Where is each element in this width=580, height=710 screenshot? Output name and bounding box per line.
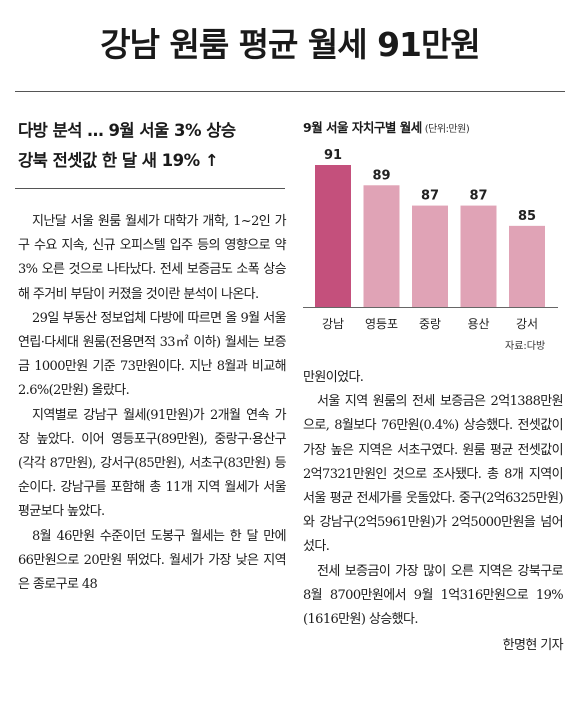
category-label: 강남 [322, 317, 344, 331]
value-label: 91 [324, 148, 342, 163]
headline-rule [15, 91, 565, 92]
subhead-rule [15, 188, 285, 189]
category-label: 영등포 [365, 317, 398, 331]
subheadline: 다방 분석 … 9월 서울 3% 상승 강북 전셋값 한 달 새 19% ↑ [18, 116, 288, 176]
subhead-line-2: 강북 전셋값 한 달 새 19% ↑ [18, 151, 219, 170]
paragraph: 전세 보증금이 가장 많이 오른 지역은 강북구로 8월 8700만원에서 9월… [303, 563, 564, 628]
chart-source: 자료:다방 [505, 341, 546, 352]
chart-title-text: 9월 서울 자치구별 월세 [303, 120, 422, 135]
bar-강서 [509, 225, 545, 307]
value-label: 89 [372, 168, 390, 183]
paragraph: 서울 지역 원룸의 전세 보증금은 2억1388만원으로, 8월보다 76만원(… [303, 394, 564, 555]
bar-용산 [460, 205, 497, 307]
paragraph: 29일 부동산 정보업체 다방에 따르면 올 9월 서울 연립·다세대 원룸(전… [18, 310, 287, 399]
bar-중랑 [412, 205, 448, 307]
bar-chart: 91 강남 89 영등포 87 중랑 87 용산 85 강서 [303, 148, 558, 331]
byline: 한명현 기자 [502, 638, 564, 654]
bar-강남 [315, 165, 351, 307]
paragraph: 지난달 서울 원룸 월세가 대학가 개학, 1~2인 가구 수요 지속, 신규 … [18, 214, 287, 302]
article-column-right: 만원이었다. 서울 지역 원룸의 전세 보증금은 2억1388만원으로, 8월보… [303, 366, 564, 658]
value-label: 87 [421, 189, 439, 204]
category-label: 용산 [467, 317, 489, 331]
category-label: 강서 [516, 317, 538, 331]
category-label: 중랑 [419, 317, 441, 331]
value-label: 85 [518, 209, 536, 224]
article-column-left: 지난달 서울 원룸 월세가 대학가 개학, 1~2인 가구 수요 지속, 신규 … [18, 210, 287, 597]
paragraph: 8월 46만원 수준이던 도봉구 월세는 한 달 만에 66만원으로 20만원 … [18, 528, 287, 593]
value-label: 87 [469, 189, 487, 204]
paragraph: 지역별로 강남구 월세(91만원)가 2개월 연속 가장 높았다. 이어 영등포… [18, 407, 287, 520]
bar-영등포 [363, 185, 400, 307]
chart-unit: (단위:만원) [424, 124, 470, 135]
subhead-line-1: 다방 분석 … 9월 서울 3% 상승 [18, 121, 236, 140]
chart-title: 9월 서울 자치구별 월세 (단위:만원) [303, 117, 470, 136]
headline: 강남 원룸 평균 월세 91만원 [100, 25, 480, 64]
paragraph: 만원이었다. [303, 370, 364, 385]
